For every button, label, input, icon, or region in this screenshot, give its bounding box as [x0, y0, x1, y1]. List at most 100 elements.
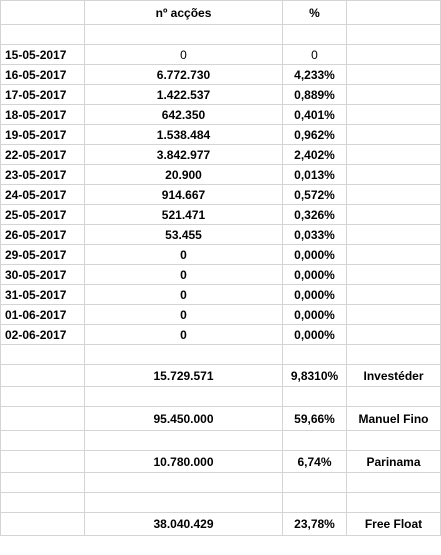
- holder-label[interactable]: Parinama: [346, 450, 441, 473]
- percent-cell[interactable]: 0,000%: [282, 284, 347, 305]
- date-cell[interactable]: 30-05-2017: [0, 264, 85, 285]
- shares-cell[interactable]: 0: [84, 284, 283, 305]
- summary-shares-cell[interactable]: 15.729.571: [84, 364, 283, 387]
- header-shares[interactable]: nº acções: [84, 0, 283, 25]
- cell-empty[interactable]: [0, 512, 85, 536]
- shares-cell[interactable]: 914.667: [84, 184, 283, 205]
- date-cell[interactable]: 25-05-2017: [0, 204, 85, 225]
- percent-cell[interactable]: 0,000%: [282, 244, 347, 265]
- summary-shares-cell[interactable]: 95.450.000: [84, 406, 283, 431]
- cell-empty[interactable]: [346, 492, 441, 513]
- holder-label[interactable]: Manuel Fino: [346, 406, 441, 431]
- summary-percent-cell[interactable]: 59,66%: [282, 406, 347, 431]
- cell-empty[interactable]: [84, 24, 283, 45]
- date-cell[interactable]: 24-05-2017: [0, 184, 85, 205]
- holder-label[interactable]: Free Float: [346, 512, 441, 536]
- date-cell[interactable]: 31-05-2017: [0, 284, 85, 305]
- percent-cell[interactable]: 0,962%: [282, 124, 347, 145]
- cell-empty[interactable]: [346, 24, 441, 45]
- cell-empty[interactable]: [0, 430, 85, 451]
- cell-empty[interactable]: [346, 430, 441, 451]
- cell-empty[interactable]: [282, 386, 347, 407]
- shares-cell[interactable]: 0: [84, 264, 283, 285]
- cell-empty[interactable]: [346, 304, 441, 325]
- cell-empty[interactable]: [346, 244, 441, 265]
- cell-empty[interactable]: [0, 0, 85, 25]
- cell-empty[interactable]: [84, 492, 283, 513]
- cell-empty[interactable]: [346, 84, 441, 105]
- cell-empty[interactable]: [346, 144, 441, 165]
- date-cell[interactable]: 15-05-2017: [0, 44, 85, 65]
- percent-cell[interactable]: 0,033%: [282, 224, 347, 245]
- cell-empty[interactable]: [346, 44, 441, 65]
- date-cell[interactable]: 29-05-2017: [0, 244, 85, 265]
- cell-empty[interactable]: [346, 224, 441, 245]
- summary-percent-cell[interactable]: 6,74%: [282, 450, 347, 473]
- cell-empty[interactable]: [282, 472, 347, 493]
- cell-empty[interactable]: [0, 344, 85, 365]
- percent-cell[interactable]: 0,000%: [282, 264, 347, 285]
- cell-empty[interactable]: [346, 386, 441, 407]
- cell-empty[interactable]: [346, 64, 441, 85]
- cell-empty[interactable]: [346, 204, 441, 225]
- cell-empty[interactable]: [0, 472, 85, 493]
- shares-cell[interactable]: 1.538.484: [84, 124, 283, 145]
- summary-percent-cell[interactable]: 9,8310%: [282, 364, 347, 387]
- percent-cell[interactable]: 0,013%: [282, 164, 347, 185]
- date-cell[interactable]: 16-05-2017: [0, 64, 85, 85]
- percent-cell[interactable]: 0,401%: [282, 104, 347, 125]
- cell-empty[interactable]: [0, 24, 85, 45]
- cell-empty[interactable]: [84, 472, 283, 493]
- date-cell[interactable]: 19-05-2017: [0, 124, 85, 145]
- date-cell[interactable]: 26-05-2017: [0, 224, 85, 245]
- date-cell[interactable]: 02-06-2017: [0, 324, 85, 345]
- shares-cell[interactable]: 53.455: [84, 224, 283, 245]
- date-cell[interactable]: 22-05-2017: [0, 144, 85, 165]
- cell-empty[interactable]: [346, 344, 441, 365]
- shares-cell[interactable]: 0: [84, 44, 283, 65]
- cell-empty[interactable]: [84, 344, 283, 365]
- cell-empty[interactable]: [282, 492, 347, 513]
- date-cell[interactable]: 01-06-2017: [0, 304, 85, 325]
- shares-cell[interactable]: 642.350: [84, 104, 283, 125]
- cell-empty[interactable]: [346, 284, 441, 305]
- shares-cell[interactable]: 3.842.977: [84, 144, 283, 165]
- date-cell[interactable]: 18-05-2017: [0, 104, 85, 125]
- cell-empty[interactable]: [346, 472, 441, 493]
- cell-empty[interactable]: [0, 450, 85, 473]
- percent-cell[interactable]: 0,889%: [282, 84, 347, 105]
- cell-empty[interactable]: [282, 430, 347, 451]
- cell-empty[interactable]: [84, 430, 283, 451]
- cell-empty[interactable]: [0, 406, 85, 431]
- shares-cell[interactable]: 20.900: [84, 164, 283, 185]
- percent-cell[interactable]: 0,326%: [282, 204, 347, 225]
- percent-cell[interactable]: 0,572%: [282, 184, 347, 205]
- shares-cell[interactable]: 521.471: [84, 204, 283, 225]
- shares-cell[interactable]: 0: [84, 324, 283, 345]
- holder-label[interactable]: Investéder: [346, 364, 441, 387]
- summary-shares-cell[interactable]: 10.780.000: [84, 450, 283, 473]
- cell-empty[interactable]: [282, 344, 347, 365]
- cell-empty[interactable]: [346, 324, 441, 345]
- date-cell[interactable]: 23-05-2017: [0, 164, 85, 185]
- percent-cell[interactable]: 0,000%: [282, 324, 347, 345]
- date-cell[interactable]: 17-05-2017: [0, 84, 85, 105]
- cell-empty[interactable]: [282, 24, 347, 45]
- percent-cell[interactable]: 0,000%: [282, 304, 347, 325]
- shares-cell[interactable]: 6.772.730: [84, 64, 283, 85]
- cell-empty[interactable]: [346, 104, 441, 125]
- header-percent[interactable]: %: [282, 0, 347, 25]
- cell-empty[interactable]: [0, 386, 85, 407]
- shares-cell[interactable]: 1.422.537: [84, 84, 283, 105]
- cell-empty[interactable]: [346, 164, 441, 185]
- summary-percent-cell[interactable]: 23,78%: [282, 512, 347, 536]
- cell-empty[interactable]: [0, 492, 85, 513]
- cell-empty[interactable]: [346, 264, 441, 285]
- shares-cell[interactable]: 0: [84, 244, 283, 265]
- shares-cell[interactable]: 0: [84, 304, 283, 325]
- cell-empty[interactable]: [346, 124, 441, 145]
- percent-cell[interactable]: 4,233%: [282, 64, 347, 85]
- cell-empty[interactable]: [346, 0, 441, 25]
- cell-empty[interactable]: [346, 184, 441, 205]
- percent-cell[interactable]: 2,402%: [282, 144, 347, 165]
